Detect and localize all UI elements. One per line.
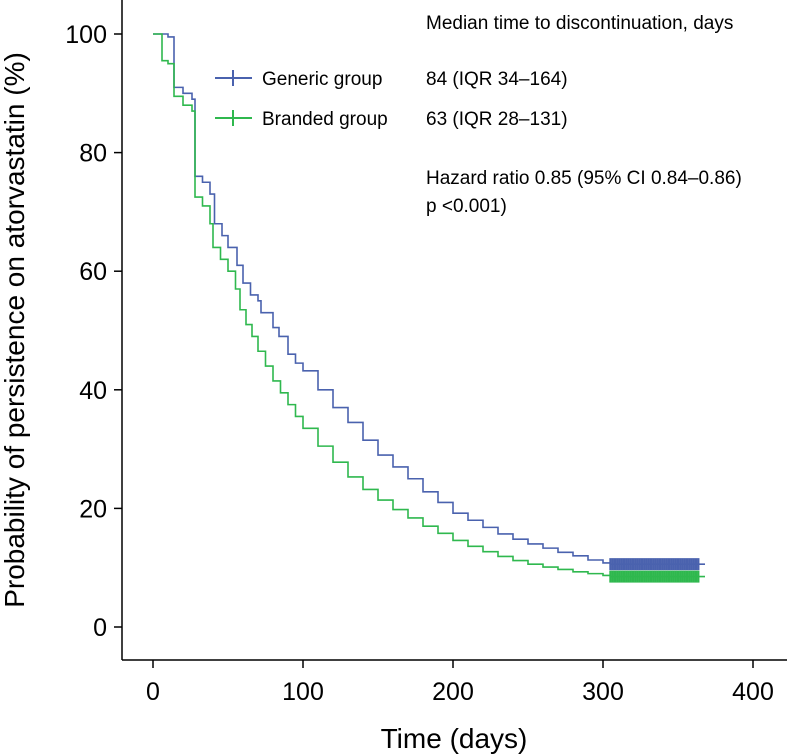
x-tick-label: 0 bbox=[146, 678, 160, 706]
x-tick-label: 300 bbox=[582, 678, 624, 706]
legend-label-generic: Generic group bbox=[262, 69, 382, 90]
hazard-ratio-text: Hazard ratio 0.85 (95% CI 0.84–0.86) bbox=[426, 168, 742, 189]
y-tick-label: 60 bbox=[79, 258, 107, 286]
y-tick-label: 20 bbox=[79, 495, 107, 523]
km-curve-generic-group bbox=[153, 33, 705, 565]
censor-band-generic-group bbox=[609, 558, 700, 571]
km-curve-branded-group bbox=[153, 33, 705, 578]
x-axis-title: Time (days) bbox=[381, 723, 528, 754]
legend-median-generic: 84 (IQR 34–164) bbox=[426, 69, 568, 90]
y-tick-label: 0 bbox=[93, 614, 107, 642]
y-ticks: 0 20 40 60 80 100 bbox=[65, 21, 122, 642]
legend-item-generic: Generic group 84 (IQR 34–164) bbox=[215, 69, 568, 90]
legend-header: Median time to discontinuation, days bbox=[426, 13, 733, 34]
legend-median-branded: 63 (IQR 28–131) bbox=[426, 109, 568, 130]
y-axis-title: Probability of persistence on atorvastat… bbox=[0, 52, 30, 608]
y-tick-label: 40 bbox=[79, 377, 107, 405]
x-tick-label: 400 bbox=[732, 678, 774, 706]
legend-label-branded: Branded group bbox=[262, 109, 388, 130]
y-tick-label: 100 bbox=[65, 21, 107, 49]
x-tick-label: 200 bbox=[432, 678, 474, 706]
p-value-text: p <0.001) bbox=[426, 196, 507, 217]
series-layer bbox=[153, 33, 705, 583]
y-tick-label: 80 bbox=[79, 140, 107, 168]
legend-item-branded: Branded group 63 (IQR 28–131) bbox=[215, 109, 568, 130]
censor-band-branded-group bbox=[609, 570, 700, 583]
x-tick-label: 100 bbox=[282, 678, 324, 706]
x-ticks: 0 100 200 300 400 bbox=[146, 660, 774, 706]
